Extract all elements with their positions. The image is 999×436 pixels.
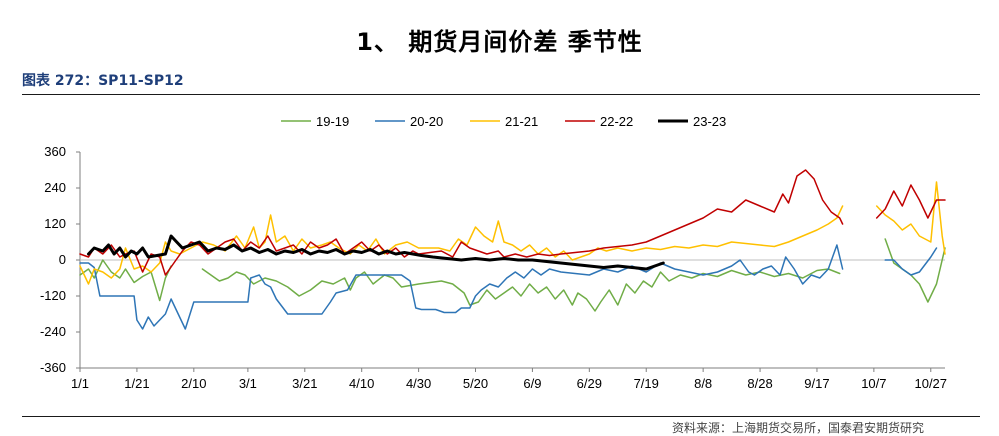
series-line (201, 268, 841, 312)
legend-entry: 19-19 (316, 114, 349, 129)
y-tick-label: 120 (44, 216, 66, 231)
x-tick-label: 8/8 (694, 376, 712, 391)
series-line (884, 247, 938, 276)
figure-label: 图表 272：SP11-SP12 (22, 73, 184, 89)
x-tick-label: 6/29 (577, 376, 602, 391)
legend-entry: 20-20 (410, 114, 443, 129)
series-line (875, 181, 946, 255)
x-tick-label: 4/10 (349, 376, 374, 391)
legend-entry: 22-22 (600, 114, 633, 129)
x-tick-label: 3/21 (292, 376, 317, 391)
y-tick-label: -240 (40, 324, 66, 339)
x-tick-label: 9/17 (804, 376, 829, 391)
series-19-19 (79, 238, 946, 312)
x-tick-label: 4/30 (406, 376, 431, 391)
bottom-rule (22, 416, 980, 417)
x-tick-label: 10/27 (914, 376, 947, 391)
section-title: 1、 期货月间价差 季节性 (356, 28, 643, 56)
series-layer (79, 169, 946, 330)
x-tick-label: 10/7 (861, 376, 886, 391)
series-line (79, 259, 172, 302)
x-tick-label: 1/21 (124, 376, 149, 391)
x-tick-label: 6/9 (523, 376, 541, 391)
series-line (87, 234, 665, 271)
x-tick-label: 2/10 (181, 376, 206, 391)
y-tick-label: 360 (44, 144, 66, 159)
x-tick-label: 8/28 (747, 376, 772, 391)
legend-entry: 23-23 (693, 114, 726, 129)
series-line (875, 184, 946, 219)
legend: 19-19 20-20 21-21 22-22 23-23 (281, 114, 726, 129)
series-line (79, 169, 844, 276)
x-tick-label: 7/19 (634, 376, 659, 391)
x-tick-label: 1/1 (71, 376, 89, 391)
y-tick-label: 240 (44, 180, 66, 195)
series-21-21 (79, 181, 946, 285)
x-tick-label: 3/1 (239, 376, 257, 391)
y-tick-label: 0 (59, 252, 66, 267)
series-line (79, 244, 844, 330)
y-tick-label: -120 (40, 288, 66, 303)
x-tick-label: 5/20 (463, 376, 488, 391)
axes: 360 240 120 0 -120 -240 -360 1/1 1/21 2/10 3/1 3/21… (40, 144, 947, 391)
series-22-22 (79, 169, 946, 276)
legend-entry: 21-21 (505, 114, 538, 129)
y-tick-label: -360 (40, 360, 66, 375)
series-23-23 (87, 234, 665, 271)
top-rule (22, 94, 980, 95)
series-20-20 (79, 244, 938, 330)
series-line (884, 238, 946, 303)
